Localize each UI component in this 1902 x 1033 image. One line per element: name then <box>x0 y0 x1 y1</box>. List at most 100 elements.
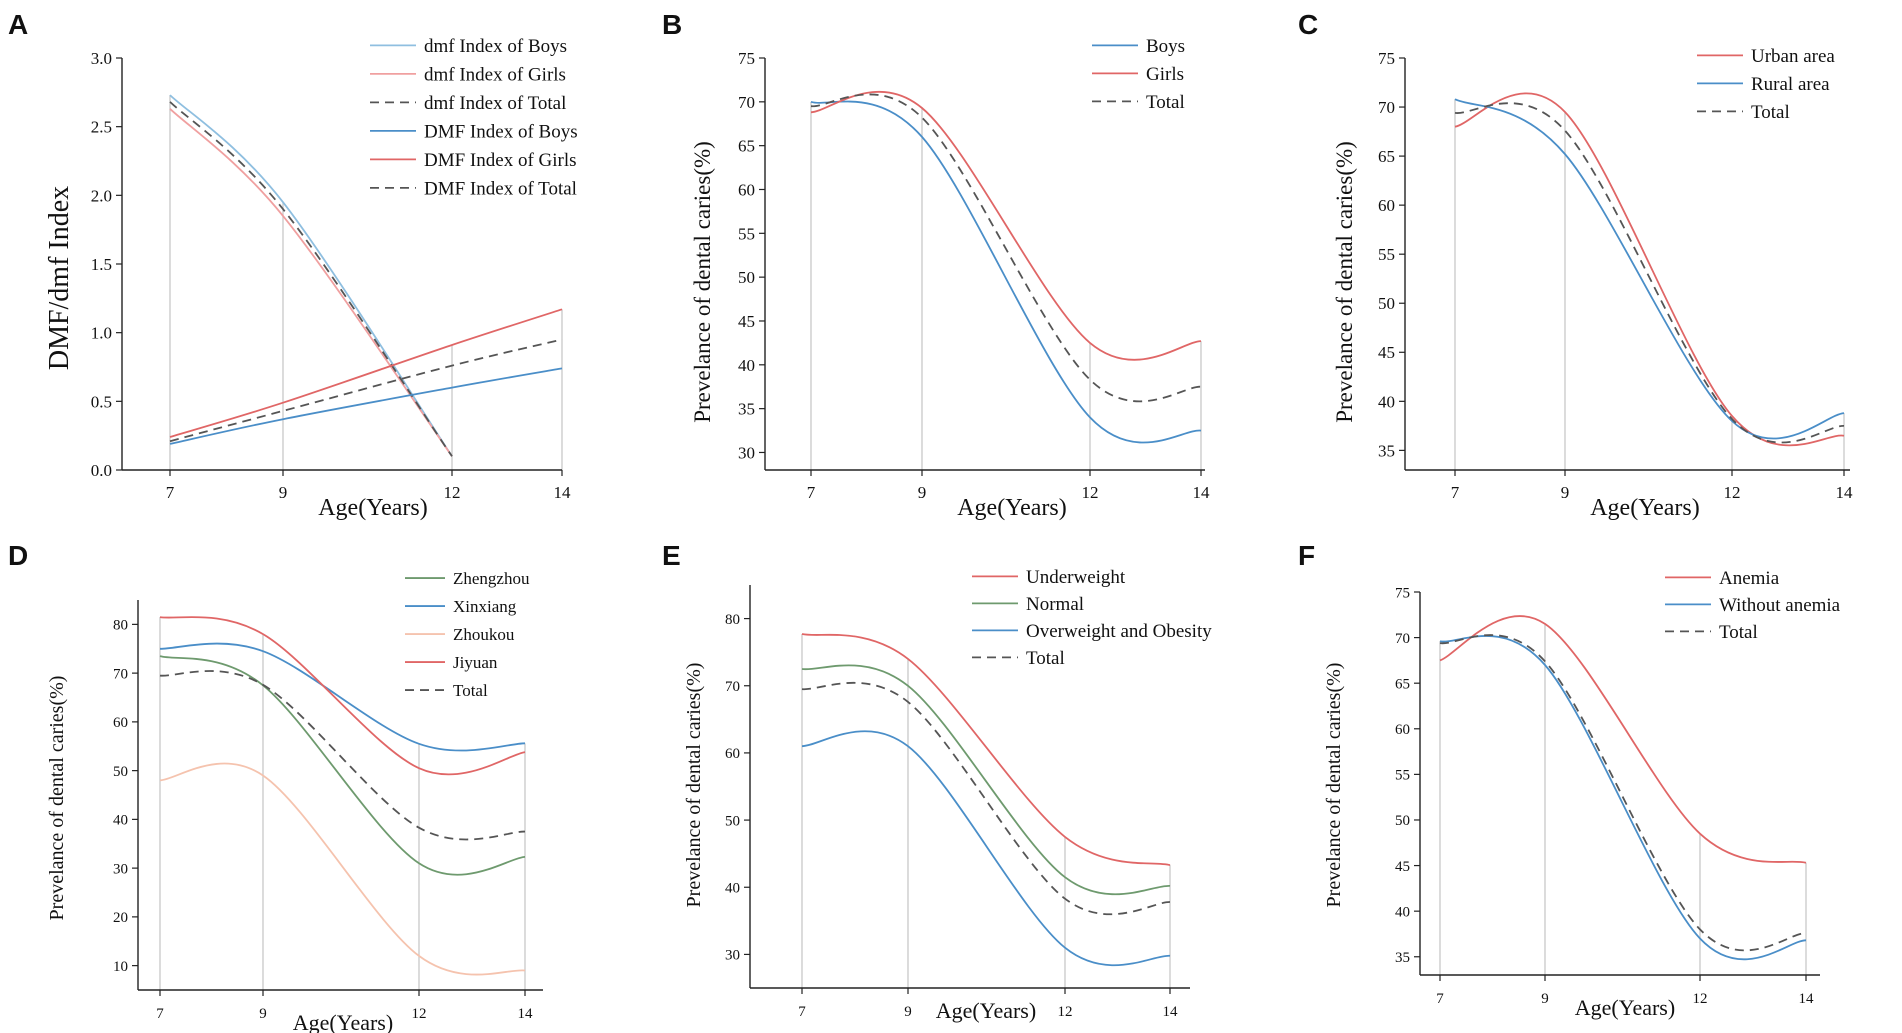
y-tick-label: 65 <box>738 137 755 156</box>
y-tick-label: 60 <box>1395 722 1410 738</box>
y-axis-label: Prevelance of dental caries(%) <box>683 663 705 908</box>
legend-label: Total <box>453 681 488 700</box>
legend-label: Total <box>1719 622 1758 643</box>
y-tick-label: 75 <box>1378 49 1395 68</box>
x-axis-label: Age(Years) <box>1590 495 1700 521</box>
y-tick-label: 50 <box>1395 813 1410 829</box>
series-line-underweight <box>801 633 1171 866</box>
y-tick-label: 2.5 <box>91 118 112 137</box>
y-tick-label: 0.5 <box>91 392 112 411</box>
y-tick-label: 70 <box>738 93 755 112</box>
series-line-overweight-and-obesity <box>801 730 1171 967</box>
series-line-total <box>1454 102 1845 444</box>
x-axis-label: Age(Years) <box>318 495 428 521</box>
legend-label: DMF Index of Boys <box>424 122 578 143</box>
x-tick-label: 9 <box>1541 991 1549 1007</box>
y-tick-label: 45 <box>1378 343 1395 362</box>
y-axis-label: Prevelance of dental caries(%) <box>690 141 715 423</box>
y-tick-label: 35 <box>738 400 755 419</box>
x-tick-label: 14 <box>1163 1004 1179 1020</box>
series-line-anemia <box>1439 615 1807 864</box>
legend-label: Normal <box>1026 594 1084 615</box>
x-tick-label: 9 <box>279 483 288 502</box>
y-tick-label: 1.5 <box>91 255 112 274</box>
legend-label: Xinxiang <box>453 597 517 616</box>
series-line-zhengzhou <box>159 655 526 876</box>
series-line-dmf-index-of-boys <box>169 367 563 445</box>
x-tick-label: 14 <box>1836 483 1854 502</box>
y-tick-label: 70 <box>113 666 128 682</box>
legend-label: Zhengzhou <box>453 569 530 588</box>
chart-panel-b: B 30 35 40 45 50 55 60 65 70 75 7 9 12 14 Age(Years) Pre… <box>662 9 1210 521</box>
series-line-total <box>810 93 1202 403</box>
x-tick-label: 12 <box>1082 483 1099 502</box>
legend-label: Zhoukou <box>453 625 515 644</box>
y-tick-label: 20 <box>113 910 128 926</box>
y-tick-label: 60 <box>1378 196 1395 215</box>
x-tick-label: 7 <box>798 1004 806 1020</box>
chart-panel-d: D 10 20 30 40 50 60 70 80 7 9 12 14 Age(Years) Prevela… <box>8 540 543 1033</box>
y-tick-label: 3.0 <box>91 49 112 68</box>
y-tick-label: 2.0 <box>91 186 112 205</box>
y-axis-label: Prevelance of dental caries(%) <box>46 676 68 921</box>
y-tick-label: 55 <box>1395 768 1410 784</box>
y-tick-label: 65 <box>1395 676 1410 692</box>
legend: Urban area Rural area Total <box>1697 46 1835 123</box>
series-line-jiyuan <box>159 616 526 776</box>
series-line-dmf-index-of-girls <box>169 308 563 438</box>
y-tick-label: 55 <box>1378 245 1395 264</box>
y-tick-label: 70 <box>1378 98 1395 117</box>
y-tick-label: 80 <box>113 618 128 634</box>
panel-letter: A <box>8 9 28 40</box>
y-tick-label: 45 <box>1395 859 1410 875</box>
y-tick-label: 40 <box>1378 392 1395 411</box>
legend-label: Rural area <box>1751 74 1830 95</box>
x-tick-label: 9 <box>259 1006 267 1022</box>
y-tick-label: 40 <box>738 356 755 375</box>
legend-label: Total <box>1026 648 1065 669</box>
x-tick-label: 14 <box>1799 991 1815 1007</box>
legend-label: dmf Index of Total <box>424 93 566 114</box>
y-tick-label: 40 <box>1395 904 1410 920</box>
chart-panel-c: C 35 40 45 50 55 60 65 70 75 7 9 12 14 Age(Years) Preve… <box>1298 9 1853 521</box>
series-line-rural-area <box>1454 98 1845 440</box>
chart-panel-e: E 30 40 50 60 70 80 7 9 12 14 Age(Years) Prevelance … <box>662 540 1212 1023</box>
panel-letter: F <box>1298 540 1315 571</box>
series-line-dmf-index-of-girls <box>169 108 453 457</box>
legend-label: Overweight and Obesity <box>1026 621 1212 642</box>
y-tick-label: 10 <box>113 959 128 975</box>
y-tick-label: 35 <box>1378 441 1395 460</box>
y-axis-label: DMF/dmf Index <box>44 186 75 370</box>
legend: Anemia Without anemia Total <box>1665 568 1841 643</box>
y-tick-label: 60 <box>725 746 740 762</box>
chart-panel-f: F 35 40 45 50 55 60 65 70 75 7 9 12 14 Age(Years) Preve… <box>1298 540 1841 1020</box>
x-axis-label: Age(Years) <box>1575 995 1675 1020</box>
x-axis-label: Age(Years) <box>936 998 1036 1023</box>
y-tick-label: 50 <box>1378 294 1395 313</box>
y-tick-label: 40 <box>113 813 128 829</box>
series-line-girls <box>810 90 1202 361</box>
x-tick-label: 12 <box>1693 991 1708 1007</box>
x-tick-label: 7 <box>156 1006 164 1022</box>
chart-panel-a: A 0.0 0.5 1.0 1.5 2.0 2.5 3.0 7 9 12 14 Age(Years) DM… <box>8 9 578 521</box>
x-tick-label: 12 <box>444 483 461 502</box>
x-tick-label: 7 <box>807 483 816 502</box>
y-tick-label: 35 <box>1395 950 1410 966</box>
y-tick-label: 40 <box>725 881 740 897</box>
y-tick-label: 60 <box>738 180 755 199</box>
series-line-dmf-index-of-boys <box>169 94 453 457</box>
y-tick-label: 30 <box>725 948 740 964</box>
y-tick-label: 50 <box>725 813 740 829</box>
legend-label: dmf Index of Girls <box>424 65 566 86</box>
y-tick-label: 50 <box>113 764 128 780</box>
x-tick-label: 7 <box>166 483 175 502</box>
x-tick-label: 14 <box>1193 483 1211 502</box>
x-tick-label: 7 <box>1451 483 1460 502</box>
legend-label: DMF Index of Girls <box>424 150 577 171</box>
series-line-dmf-index-of-total <box>169 338 563 443</box>
x-tick-label: 14 <box>518 1006 534 1022</box>
y-tick-label: 75 <box>738 49 755 68</box>
series-line-total <box>1439 634 1807 952</box>
y-tick-label: 30 <box>738 443 755 462</box>
panel-letter: D <box>8 540 28 571</box>
